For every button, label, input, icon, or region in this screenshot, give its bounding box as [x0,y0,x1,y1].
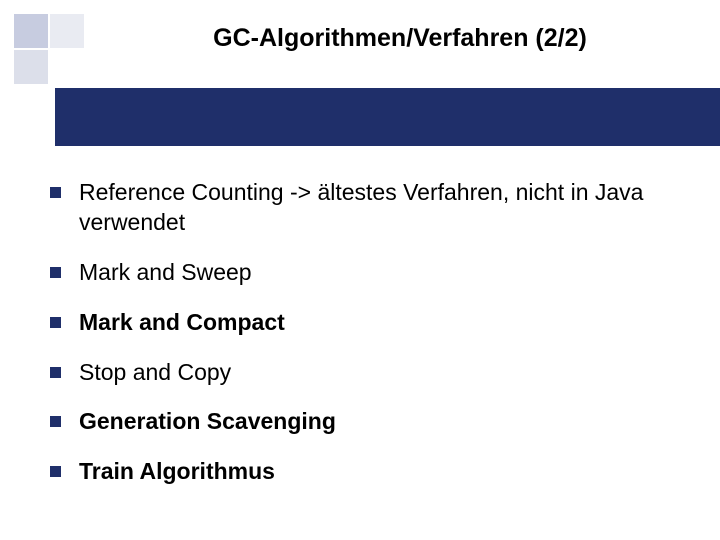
list-item: Mark and Compact [50,308,670,338]
corner-decoration [14,14,84,84]
bullet-text: Train Algorithmus [79,457,275,487]
list-item: Mark and Sweep [50,258,670,288]
slide: GC-Algorithmen/Verfahren (2/2) Reference… [0,0,720,540]
list-item: Reference Counting -> ältestes Verfahren… [50,178,670,238]
bullet-text: Generation Scavenging [79,407,336,437]
bullet-text: Reference Counting -> ältestes Verfahren… [79,178,670,238]
bullet-icon [50,416,61,427]
slide-title: GC-Algorithmen/Verfahren (2/2) [110,24,690,53]
content-area: Reference Counting -> ältestes Verfahren… [50,178,670,507]
title-bar [55,88,720,146]
bullet-icon [50,267,61,278]
bullet-text: Mark and Sweep [79,258,252,288]
bullet-icon [50,466,61,477]
bullet-text: Mark and Compact [79,308,285,338]
bullet-icon [50,187,61,198]
bullet-icon [50,367,61,378]
square-top-left [14,14,48,48]
bullet-icon [50,317,61,328]
square-top-right [50,14,84,48]
list-item: Generation Scavenging [50,407,670,437]
bullet-text: Stop and Copy [79,358,231,388]
square-bottom-left [14,50,48,84]
list-item: Train Algorithmus [50,457,670,487]
list-item: Stop and Copy [50,358,670,388]
